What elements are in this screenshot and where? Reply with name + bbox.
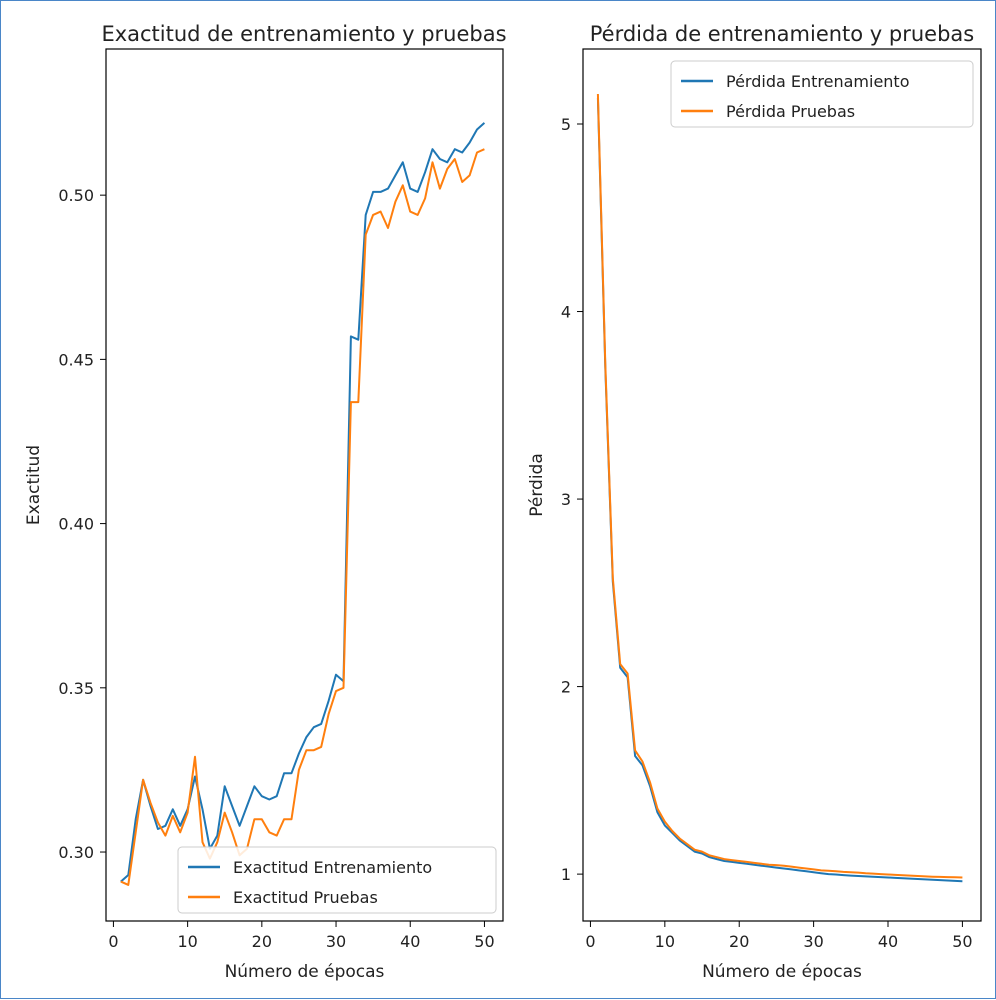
x-axis-label: Número de épocas [225,962,385,982]
y-tick-label: 0.30 [58,843,94,862]
y-tick-label: 2 [561,678,571,697]
x-tick-label: 50 [952,932,972,951]
legend: Pérdida Entrenamiento Pérdida Pruebas [670,60,974,128]
y-axis-label: Pérdida [527,453,547,517]
chart-title: Exactitud de entrenamiento y pruebas [101,22,506,46]
y-tick-label: 0.45 [58,350,94,369]
chart-panel-1: Exactitud de entrenamiento y pruebas 0 10 2… [24,22,507,982]
chart-panel-2: Pérdida de entrenamiento y pruebas 0 10 20 3… [527,22,982,982]
series-line-2 [596,93,963,879]
x-tick-label: 10 [177,932,197,951]
y-tick-label: 0.50 [58,186,94,205]
x-tick-label: 0 [108,932,118,951]
legend-label: Exactitud Entrenamiento [233,858,432,877]
chart-title: Pérdida de entrenamiento y pruebas [590,22,975,46]
x-tick-label: 10 [655,932,675,951]
series-line-1 [120,122,486,883]
x-tick-label: 0 [585,932,595,951]
plot-area-frame [105,48,504,922]
x-tick-label: 50 [474,932,494,951]
legend-label: Pérdida Pruebas [726,102,855,121]
x-tick-label: 40 [400,932,420,951]
y-tick-label: 4 [561,303,571,322]
y-tick-label: 3 [561,490,571,509]
legend-box [177,846,497,914]
series-line-1 [596,97,963,883]
x-tick-label: 30 [326,932,346,951]
x-tick-label: 40 [878,932,898,951]
x-tick-label: 30 [803,932,823,951]
y-tick-label: 1 [561,865,571,884]
x-tick-label: 20 [252,932,272,951]
y-axis-label: Exactitud [24,445,44,525]
legend-label: Pérdida Entrenamiento [726,72,909,91]
plot-area-frame [582,48,982,922]
series-line-2 [120,148,485,886]
x-tick-label: 20 [729,932,749,951]
legend-label: Exactitud Pruebas [233,888,378,907]
y-tick-label: 5 [561,115,571,134]
legend: Exactitud Entrenamiento Exactitud Pruebas [177,846,497,914]
y-tick-label: 0.35 [58,679,94,698]
y-tick-label: 0.40 [58,515,94,534]
legend-box [670,60,974,128]
x-axis-label: Número de épocas [702,962,862,982]
